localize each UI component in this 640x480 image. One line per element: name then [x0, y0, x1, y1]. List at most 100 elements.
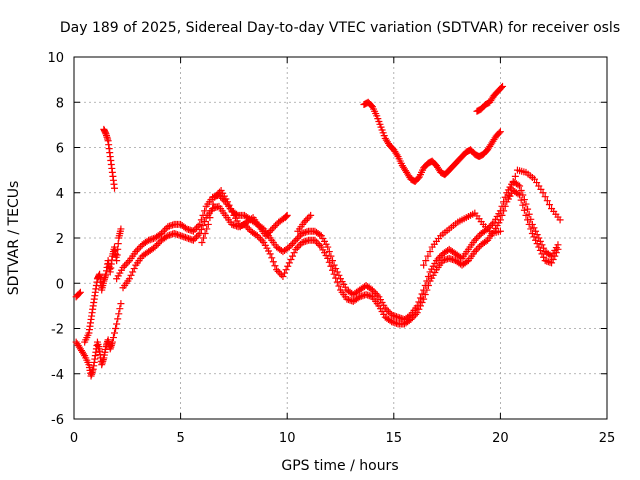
data-point-marker — [314, 240, 322, 248]
data-point-marker — [293, 235, 301, 243]
data-point-marker — [501, 193, 509, 201]
y-tick-label: 2 — [56, 232, 64, 247]
data-point-marker — [283, 211, 291, 219]
data-point-marker — [189, 227, 197, 235]
data-point-marker — [285, 243, 293, 251]
data-point-marker — [501, 202, 509, 210]
data-point-marker — [354, 294, 362, 302]
data-point-marker — [535, 243, 543, 251]
data-point-marker — [119, 263, 127, 271]
data-point-marker — [244, 224, 252, 232]
data-point-marker — [335, 282, 343, 290]
data-point-marker — [255, 233, 263, 241]
data-point-marker — [270, 223, 278, 231]
data-point-marker — [132, 248, 140, 256]
data-point-marker — [189, 236, 197, 244]
data-point-marker — [271, 222, 279, 230]
data-point-marker — [383, 306, 391, 314]
data-point-marker — [194, 231, 202, 239]
data-point-marker — [285, 259, 293, 267]
data-point-marker — [325, 258, 333, 266]
data-point-marker — [265, 228, 273, 236]
data-point-marker — [151, 243, 159, 251]
data-point-marker — [556, 216, 564, 224]
data-point-marker — [157, 229, 165, 237]
axis-ticks — [73, 56, 608, 420]
data-point-marker — [524, 205, 532, 213]
data-point-marker — [373, 291, 381, 299]
y-tick-label: 10 — [47, 51, 64, 66]
data-point-marker — [204, 220, 212, 228]
data-point-marker — [196, 220, 204, 228]
data-point-marker — [368, 286, 376, 294]
data-point-marker — [549, 255, 557, 263]
data-point-marker — [130, 265, 138, 273]
data-point-marker — [129, 268, 137, 276]
data-point-marker — [292, 245, 300, 253]
data-point-marker — [330, 261, 338, 269]
data-point-marker — [551, 252, 559, 260]
data-point-marker — [545, 201, 553, 209]
data-point-marker — [543, 197, 551, 205]
data-point-marker — [201, 229, 209, 237]
data-point-marker — [112, 325, 120, 332]
data-point-marker — [266, 250, 274, 258]
y-tick-label: -2 — [51, 323, 64, 338]
data-point-marker — [268, 225, 276, 233]
data-point-marker — [200, 234, 208, 242]
data-point-marker — [313, 238, 321, 246]
data-point-marker — [333, 278, 341, 286]
data-point-marker — [517, 196, 525, 204]
data-point-marker — [305, 213, 313, 221]
data-point-marker — [302, 216, 310, 224]
data-point-marker — [133, 246, 141, 254]
data-point-marker — [247, 215, 255, 223]
data-point-marker — [496, 216, 504, 224]
data-point-marker — [206, 214, 214, 222]
data-point-marker — [117, 300, 125, 308]
y-tick-label: 6 — [56, 142, 64, 157]
y-axis-label: SDTVAR / TECUs — [6, 181, 22, 296]
data-point-marker — [496, 227, 504, 235]
grid-lines — [74, 57, 607, 419]
data-point-marker — [279, 272, 287, 280]
x-tick-label: 20 — [492, 431, 509, 446]
data-point-marker — [191, 226, 199, 234]
data-point-marker — [384, 308, 392, 316]
data-point-marker — [208, 207, 216, 215]
x-tick-labels: 0 5 10 15 20 25 — [70, 431, 615, 446]
data-point-marker — [124, 258, 132, 266]
data-point-marker — [114, 315, 122, 323]
y-tick-label: -6 — [51, 413, 64, 428]
data-point-marker — [412, 310, 420, 318]
data-point-marker — [115, 310, 123, 318]
data-point-marker — [253, 232, 261, 240]
data-point-marker — [262, 232, 270, 240]
data-point-marker — [472, 246, 480, 254]
data-point-marker — [407, 315, 415, 323]
data-point-marker — [421, 291, 429, 299]
data-point-marker — [527, 225, 535, 233]
y-tick-labels: -6 -4 -2 0 2 4 6 8 10 — [47, 51, 64, 428]
data-point-marker — [471, 248, 479, 256]
data-point-marker — [225, 201, 233, 209]
data-point-marker — [332, 265, 340, 273]
data-point-marker — [281, 269, 289, 277]
data-point-marker — [199, 222, 207, 230]
data-point-marker — [324, 254, 332, 262]
data-point-marker — [191, 235, 199, 243]
data-point-marker — [488, 220, 496, 228]
data-point-marker — [117, 225, 125, 233]
data-point-marker — [113, 320, 121, 328]
data-point-marker — [420, 261, 428, 269]
data-point-marker — [258, 237, 266, 245]
data-point-marker — [552, 249, 560, 257]
y-tick-label: 4 — [56, 187, 64, 202]
data-point-marker — [257, 235, 265, 243]
data-point-marker — [159, 228, 167, 236]
data-point-marker — [330, 270, 338, 278]
data-point-marker — [109, 334, 117, 342]
data-point-marker — [474, 244, 482, 252]
data-point-marker — [197, 216, 205, 224]
data-point-marker — [540, 253, 548, 261]
